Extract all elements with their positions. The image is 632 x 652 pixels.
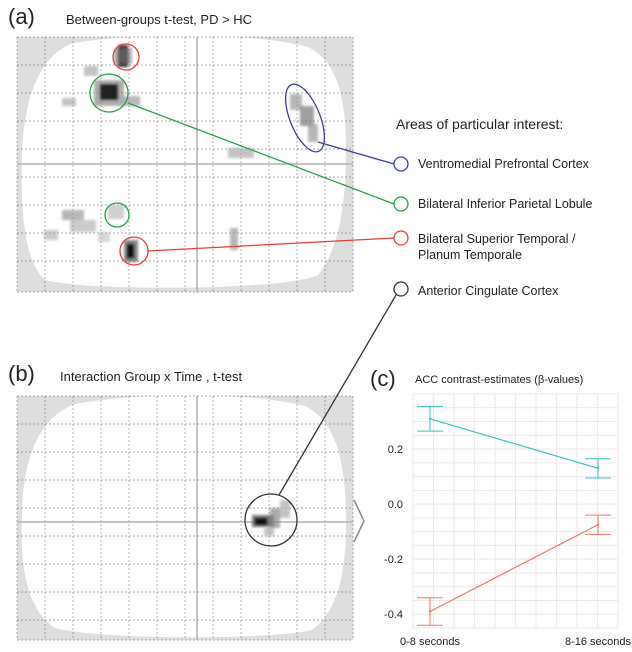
stg-legend-marker [393,230,409,246]
series-line [429,418,599,469]
vmpfc-connector [317,141,395,165]
ipl-highlight-circle-1 [89,73,129,113]
panel-b-title: Interaction Group x Time , t-test [60,369,243,384]
stg-highlight-circle-1 [112,43,140,71]
vmpfc-legend-marker [393,156,409,172]
chart-title: ACC contrast-estimates (β-values) [415,374,584,386]
brain-b-outline [21,395,347,638]
brain-b-blobs [252,500,290,536]
stg-connector [147,237,395,252]
annotation-overlay [89,43,409,547]
panel-c-label: (c) [370,366,396,391]
acc-highlight-circle [244,493,298,547]
legend-item-vmpfc: Ventromedial Prefrontal Cortex [418,157,589,171]
glass-brain-b [16,395,354,641]
legend-item-stg-line2: Planum Temporale [418,248,522,262]
legend-title: Areas of particular interest: [396,116,564,132]
x-tick-label: 8-16 seconds [565,636,632,648]
y-tick-label: 0.2 [388,444,403,456]
glass-brain-a [16,35,354,293]
panel-chevron-icon [353,499,365,543]
data-point [428,610,432,613]
panel-a-label: (a) [8,4,35,29]
brain-a-blobs [44,45,318,262]
acc-connector [278,294,397,496]
ipl-legend-marker [393,196,409,212]
data-point [596,467,600,470]
data-point [428,417,432,420]
data-point [596,523,600,526]
x-tick-label: 0-8 seconds [400,636,460,648]
ipl-connector [127,102,395,205]
acc-chart: 0.2 0.0 -0.2 -0.4 0-8 seconds 8-16 seconds [384,393,632,648]
ipl-highlight-circle-2 [104,202,130,228]
legend-item-ipl: Bilateral Inferior Parietal Lobule [418,197,593,211]
vmpfc-highlight-ellipse [284,83,326,153]
brain-b-grid [16,395,354,641]
series-line [429,524,599,613]
y-tick-label: -0.4 [384,609,403,621]
acc-legend-marker [393,281,409,297]
panel-b-label: (b) [8,361,35,386]
legend-item-stg: Bilateral Superior Temporal / [418,232,576,246]
legend-item-acc: Anterior Cingulate Cortex [418,284,559,298]
panel-a-title: Between-groups t-test, PD > HC [66,12,253,27]
y-tick-label: -0.2 [384,554,403,566]
y-tick-label: 0.0 [388,499,403,511]
